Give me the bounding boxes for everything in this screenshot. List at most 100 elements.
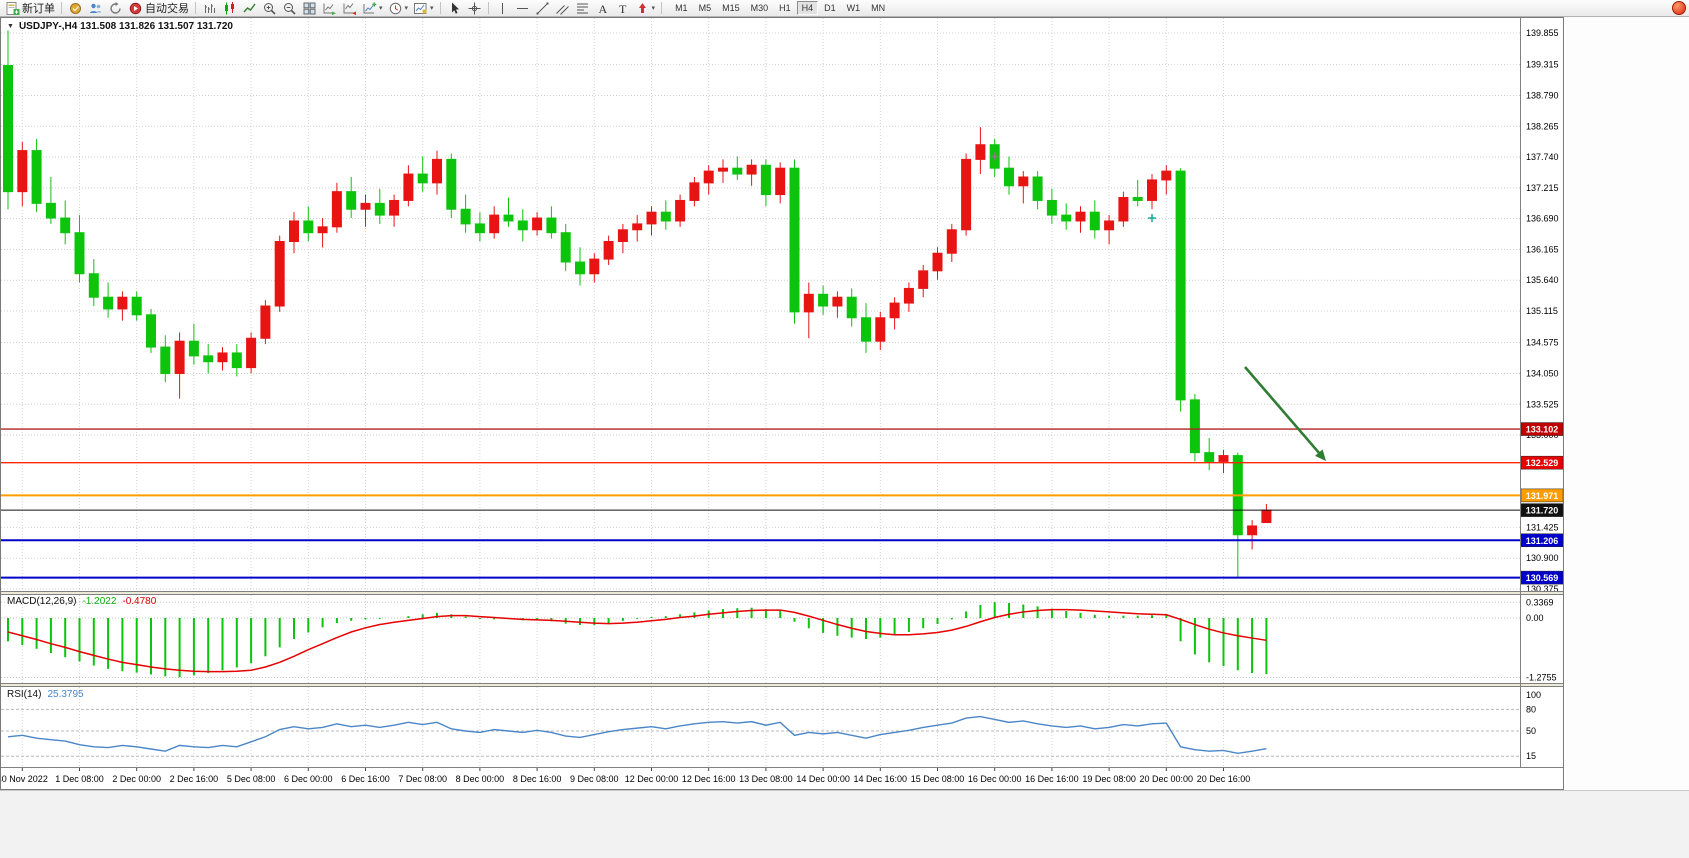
svg-text:135.640: 135.640 (1526, 275, 1559, 285)
toolbar-separator (439, 2, 441, 14)
auto-trading-button[interactable]: 自动交易 (126, 0, 191, 16)
community-icon (88, 1, 103, 16)
svg-text:9 Dec 08:00: 9 Dec 08:00 (570, 774, 619, 784)
notification-icon[interactable] (1672, 1, 1686, 15)
svg-text:13 Dec 08:00: 13 Dec 08:00 (739, 774, 793, 784)
svg-text:6 Dec 16:00: 6 Dec 16:00 (341, 774, 390, 784)
vertical-line-icon (495, 1, 510, 16)
svg-text:12 Dec 16:00: 12 Dec 16:00 (682, 774, 736, 784)
timeframe-M5[interactable]: M5 (694, 1, 717, 15)
zoom-in-icon (262, 1, 277, 16)
svg-text:2 Dec 00:00: 2 Dec 00:00 (112, 774, 161, 784)
svg-text:133.102: 133.102 (1526, 425, 1559, 435)
svg-text:-1.2755: -1.2755 (1526, 673, 1557, 683)
alert-button[interactable] (66, 0, 85, 16)
fibonacci-icon (575, 1, 590, 16)
toolbar: 新订单 自动交易 (0, 0, 1689, 17)
tile-windows-button[interactable] (300, 0, 319, 16)
chart-menu-icon[interactable]: ▼ (7, 23, 14, 30)
line-chart-button[interactable] (240, 0, 259, 16)
status-bar-area (0, 790, 1689, 858)
rsi-panel: 100 80 50 15 (1, 690, 1541, 761)
timeframe-D1[interactable]: D1 (819, 1, 841, 15)
vertical-line-button[interactable] (493, 0, 512, 16)
timeframe-W1[interactable]: W1 (842, 1, 866, 15)
svg-text:0.00: 0.00 (1526, 613, 1544, 623)
indicators-button[interactable]: ▾ (360, 0, 385, 16)
label-tool-button[interactable]: T (613, 0, 632, 16)
price-chart-canvas[interactable]: 139.855 139.315 138.790 138.265 137.740 137.2… (0, 17, 1565, 790)
candlestick-chart-button[interactable] (220, 0, 239, 16)
svg-text:131.971: 131.971 (1526, 491, 1559, 501)
svg-text:7 Dec 08:00: 7 Dec 08:00 (398, 774, 447, 784)
svg-text:A: A (598, 2, 607, 16)
svg-text:131.206: 131.206 (1526, 536, 1559, 546)
svg-text:12 Dec 00:00: 12 Dec 00:00 (625, 774, 679, 784)
svg-text:80: 80 (1526, 704, 1536, 714)
bar-chart-button[interactable] (200, 0, 219, 16)
price-level-lines: 133.102 132.529 131.971 131.720 131.206 130.5… (1, 422, 1564, 585)
alert-icon (68, 1, 83, 16)
svg-text:130.375: 130.375 (1526, 584, 1559, 594)
svg-text:6 Dec 00:00: 6 Dec 00:00 (284, 774, 333, 784)
candlestick-chart-icon (222, 1, 237, 16)
chart-title-text: USDJPY-,H4 131.508 131.826 131.507 131.7… (18, 21, 233, 32)
crosshair-button[interactable] (465, 0, 484, 16)
autoscroll-button[interactable] (320, 0, 339, 16)
crosshair-icon (467, 1, 482, 16)
svg-text:134.050: 134.050 (1526, 368, 1559, 378)
timeframe-M1[interactable]: M1 (670, 1, 693, 15)
rsi-value: 25.3795 (47, 689, 84, 700)
text-tool-icon: A (595, 1, 610, 16)
periods-button[interactable]: ▾ (386, 0, 411, 16)
chart-shift-button[interactable] (340, 0, 359, 16)
timeframe-H4[interactable]: H4 (796, 1, 819, 15)
new-order-icon (5, 1, 20, 16)
svg-text:1 Dec 08:00: 1 Dec 08:00 (55, 774, 104, 784)
timeframe-H1[interactable]: H1 (774, 1, 796, 15)
macd-panel: 0.3369 0.00 -1.2755 (1, 597, 1557, 683)
zoom-out-button[interactable] (280, 0, 299, 16)
svg-text:139.315: 139.315 (1526, 60, 1559, 70)
horizontal-line-button[interactable] (513, 0, 532, 16)
autoscroll-icon (322, 1, 337, 16)
community-button[interactable] (86, 0, 105, 16)
arrows-tool-button[interactable]: ▾ (633, 0, 658, 16)
tile-windows-icon (302, 1, 317, 16)
svg-text:30 Nov 2022: 30 Nov 2022 (0, 774, 48, 784)
toolbar-separator (661, 2, 663, 14)
macd-main-value: -1.2022 (82, 596, 117, 607)
timeframe-M15[interactable]: M15 (717, 1, 745, 15)
trendline-button[interactable] (533, 0, 552, 16)
refresh-button[interactable] (106, 0, 125, 16)
indicators-caret-icon: ▾ (379, 5, 383, 12)
svg-text:100: 100 (1526, 690, 1541, 700)
text-tool-button[interactable]: A (593, 0, 612, 16)
cursor-icon (447, 1, 462, 16)
timeframe-M30[interactable]: M30 (746, 1, 774, 15)
indicators-icon (362, 1, 377, 16)
bar-chart-icon (202, 1, 217, 16)
svg-text:135.115: 135.115 (1526, 306, 1558, 316)
chart-title: ▼ USDJPY-,H4 131.508 131.826 131.507 131… (7, 21, 233, 32)
svg-text:130.900: 130.900 (1526, 553, 1559, 563)
cursor-button[interactable] (445, 0, 464, 16)
templates-button[interactable]: ▾ (411, 0, 436, 16)
svg-text:15 Dec 08:00: 15 Dec 08:00 (911, 774, 965, 784)
new-order-button[interactable]: 新订单 (3, 0, 57, 16)
channel-icon (555, 1, 570, 16)
svg-text:138.265: 138.265 (1526, 121, 1559, 131)
timeframe-MN[interactable]: MN (866, 1, 890, 15)
channel-button[interactable] (553, 0, 572, 16)
svg-text:T: T (619, 2, 627, 16)
zoom-in-button[interactable] (260, 0, 279, 16)
svg-text:5 Dec 08:00: 5 Dec 08:00 (227, 774, 276, 784)
fibonacci-button[interactable] (573, 0, 592, 16)
svg-text:131.425: 131.425 (1526, 522, 1559, 532)
templates-caret-icon: ▾ (430, 5, 434, 12)
line-chart-icon (242, 1, 257, 16)
svg-text:50: 50 (1526, 726, 1536, 736)
svg-text:20 Dec 16:00: 20 Dec 16:00 (1197, 774, 1251, 784)
macd-name: MACD(12,26,9) (7, 596, 77, 607)
toolbar-separator (487, 2, 489, 14)
